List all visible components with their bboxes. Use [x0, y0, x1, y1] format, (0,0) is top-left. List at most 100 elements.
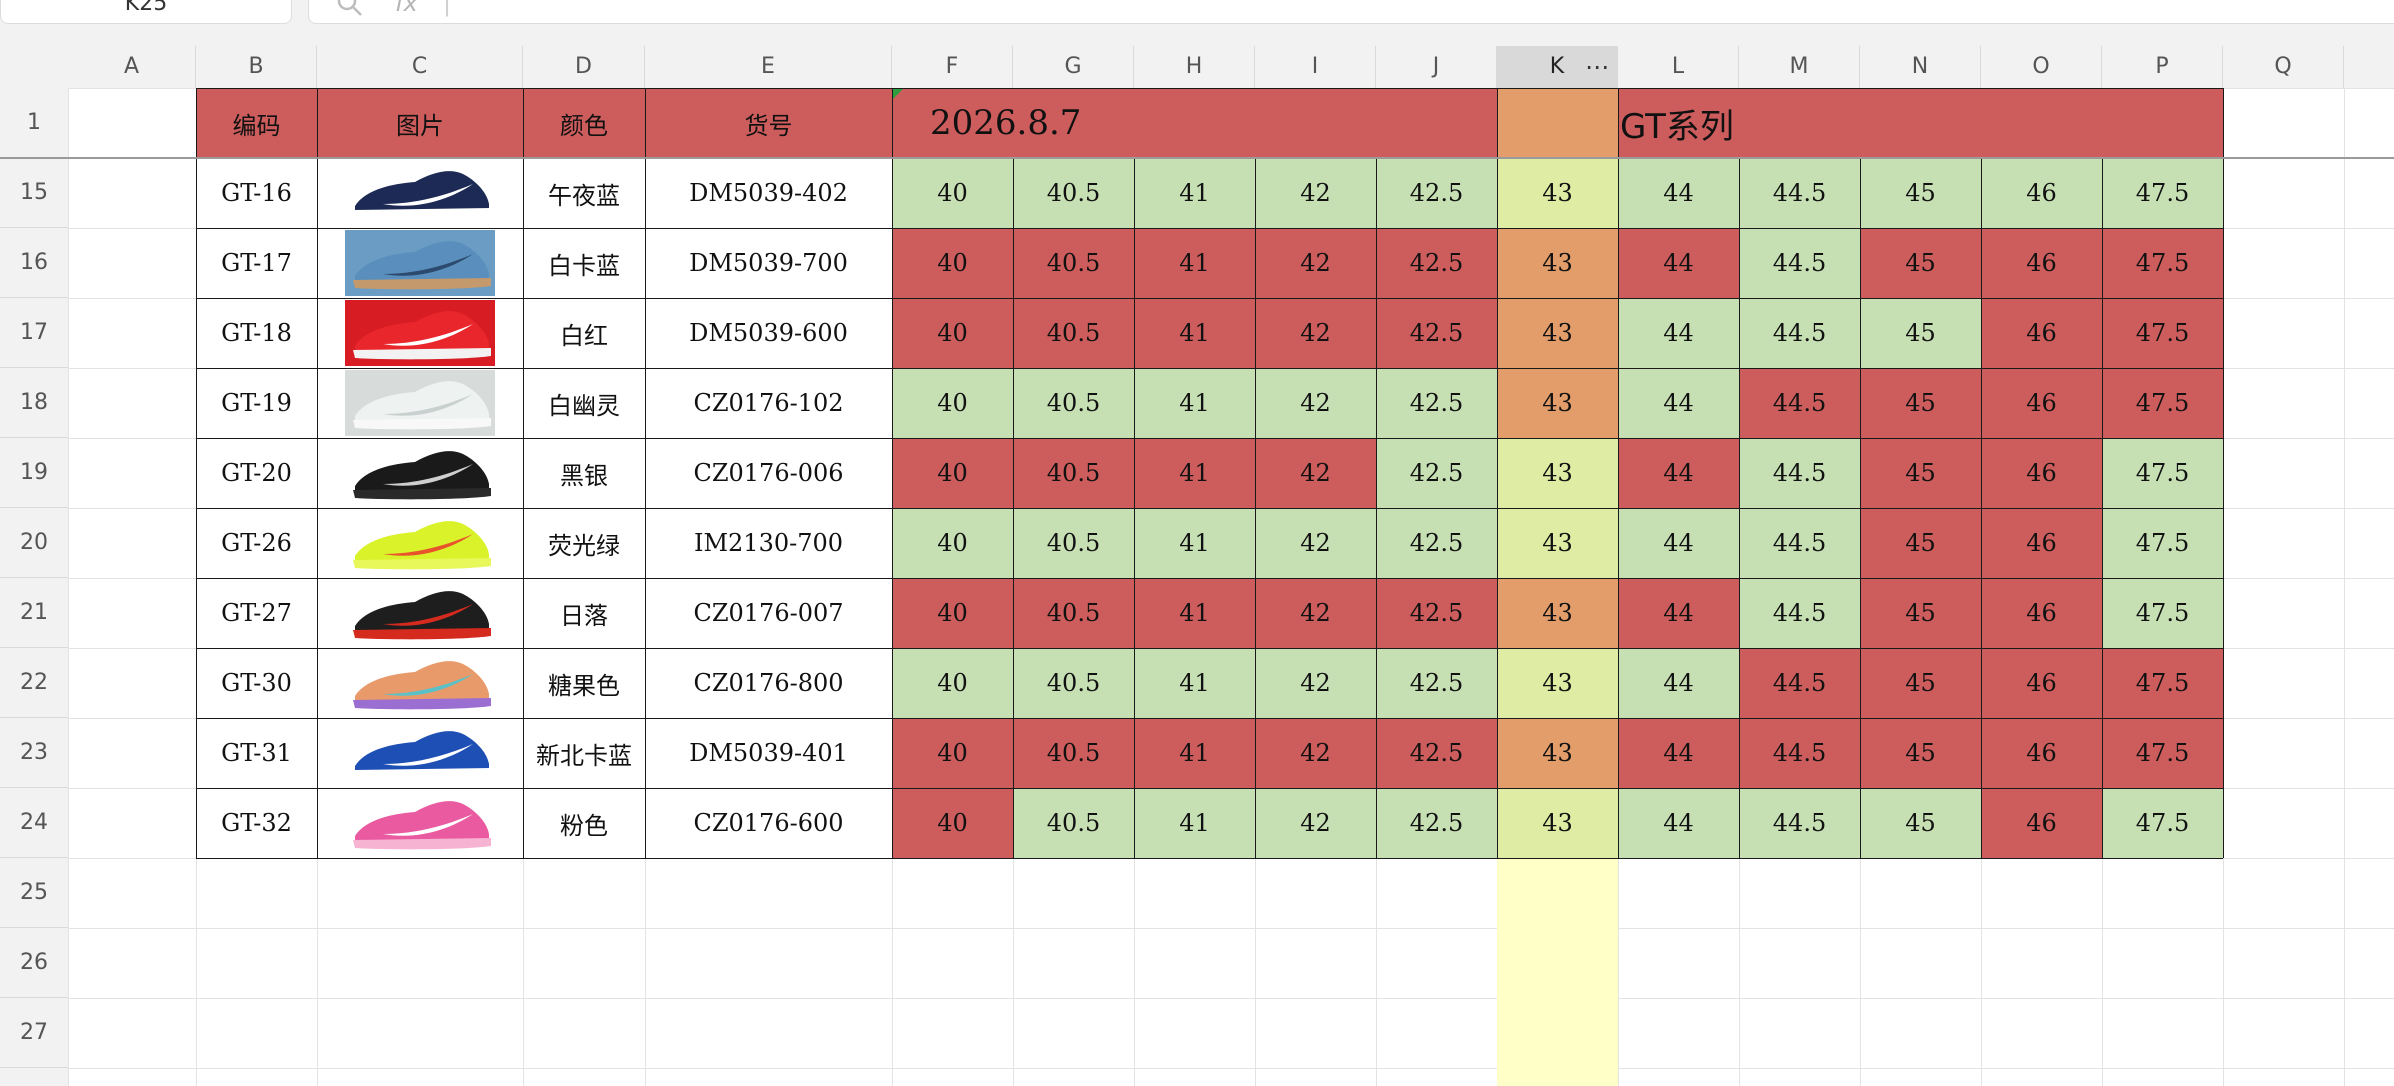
size-cell[interactable]: 40.5 [1013, 438, 1134, 508]
column-header-k[interactable]: K ⋯ [1497, 46, 1618, 88]
column-header-d[interactable]: D [523, 46, 645, 88]
size-cell[interactable]: 47.5 [2102, 788, 2223, 858]
size-cell[interactable]: 44.5 [1739, 718, 1860, 788]
size-cell[interactable]: 42.5 [1376, 228, 1497, 298]
size-cell[interactable]: 42 [1255, 438, 1376, 508]
size-cell[interactable]: 43 [1497, 648, 1618, 718]
product-code[interactable]: GT-17 [221, 249, 292, 277]
row-header-27[interactable]: 27 [0, 998, 68, 1068]
size-cell[interactable]: 45 [1860, 648, 1981, 718]
size-cell[interactable]: 42 [1255, 158, 1376, 228]
product-image-pink-shoe[interactable] [317, 788, 523, 858]
size-cell[interactable]: 40 [892, 578, 1013, 648]
column-header-c[interactable]: C [317, 46, 523, 88]
product-image-white-shoe[interactable] [317, 368, 523, 438]
size-cell[interactable]: 45 [1860, 508, 1981, 578]
size-cell[interactable]: 44 [1618, 508, 1739, 578]
header-code[interactable]: 编码 [196, 88, 317, 158]
product-sku[interactable]: CZ0176-102 [693, 389, 844, 417]
size-cell[interactable]: 40 [892, 158, 1013, 228]
size-cell[interactable]: 44.5 [1739, 648, 1860, 718]
size-cell[interactable]: 40.5 [1013, 648, 1134, 718]
size-cell[interactable]: 47.5 [2102, 578, 2223, 648]
name-box[interactable]: K25 [0, 0, 292, 24]
column-header-h[interactable]: H [1134, 46, 1255, 88]
size-cell[interactable]: 46 [1981, 718, 2102, 788]
row-header-20[interactable]: 20 [0, 508, 68, 578]
size-cell[interactable]: 43 [1497, 228, 1618, 298]
product-image-navy-white-shoe[interactable] [317, 158, 523, 228]
size-cell[interactable]: 44 [1618, 578, 1739, 648]
size-cell[interactable]: 42 [1255, 578, 1376, 648]
row-header-25[interactable]: 25 [0, 858, 68, 928]
size-cell[interactable]: 42 [1255, 228, 1376, 298]
size-cell[interactable]: 47.5 [2102, 158, 2223, 228]
size-cell[interactable]: 45 [1860, 228, 1981, 298]
size-cell[interactable]: 43 [1497, 718, 1618, 788]
row-header-22[interactable]: 22 [0, 648, 68, 718]
size-cell[interactable]: 40.5 [1013, 718, 1134, 788]
row-header-17[interactable]: 17 [0, 298, 68, 368]
size-cell[interactable]: 44.5 [1739, 788, 1860, 858]
size-cell[interactable]: 40.5 [1013, 578, 1134, 648]
size-cell[interactable]: 40.5 [1013, 298, 1134, 368]
size-cell[interactable]: 40.5 [1013, 368, 1134, 438]
fx-icon[interactable]: fx [395, 0, 418, 17]
size-cell[interactable]: 45 [1860, 158, 1981, 228]
size-cell[interactable]: 47.5 [2102, 438, 2223, 508]
size-cell[interactable]: 41 [1134, 718, 1255, 788]
column-header-a[interactable]: A [68, 46, 196, 88]
product-color[interactable]: 新北卡蓝 [536, 741, 632, 770]
product-sku[interactable]: DM5039-402 [689, 179, 848, 207]
product-sku[interactable]: DM5039-401 [689, 739, 848, 767]
size-cell[interactable]: 47.5 [2102, 228, 2223, 298]
header-series[interactable]: GT系列 [1618, 88, 2223, 158]
size-cell[interactable]: 43 [1497, 368, 1618, 438]
column-header-e[interactable]: E [645, 46, 892, 88]
product-image-red-shoe[interactable] [317, 298, 523, 368]
column-header-n[interactable]: N [1860, 46, 1981, 88]
size-cell[interactable]: 41 [1134, 648, 1255, 718]
header-image[interactable]: 图片 [317, 88, 523, 158]
column-header-l[interactable]: L [1618, 46, 1739, 88]
size-cell[interactable]: 46 [1981, 438, 2102, 508]
size-cell[interactable]: 40 [892, 298, 1013, 368]
row-header-21[interactable]: 21 [0, 578, 68, 648]
product-code[interactable]: GT-32 [221, 809, 292, 837]
size-cell[interactable]: 46 [1981, 298, 2102, 368]
size-cell[interactable]: 41 [1134, 368, 1255, 438]
column-header-g[interactable]: G [1013, 46, 1134, 88]
size-cell[interactable]: 42.5 [1376, 368, 1497, 438]
size-cell[interactable]: 46 [1981, 368, 2102, 438]
size-cell[interactable]: 45 [1860, 578, 1981, 648]
search-icon[interactable] [335, 0, 365, 25]
size-cell[interactable]: 45 [1860, 788, 1981, 858]
size-cell[interactable]: 41 [1134, 158, 1255, 228]
product-color[interactable]: 白红 [560, 321, 608, 350]
size-cell[interactable]: 45 [1860, 718, 1981, 788]
formula-bar[interactable]: fx | [308, 0, 2394, 24]
size-cell[interactable]: 44.5 [1739, 508, 1860, 578]
size-cell[interactable]: 42.5 [1376, 158, 1497, 228]
size-cell[interactable]: 41 [1134, 298, 1255, 368]
size-cell[interactable]: 47.5 [2102, 718, 2223, 788]
size-cell[interactable]: 40 [892, 508, 1013, 578]
size-cell[interactable]: 44 [1618, 368, 1739, 438]
product-color[interactable]: 粉色 [560, 811, 608, 840]
size-cell[interactable]: 43 [1497, 438, 1618, 508]
product-color[interactable]: 白卡蓝 [548, 251, 620, 280]
product-sku[interactable]: IM2130-700 [693, 529, 844, 557]
size-cell[interactable]: 42 [1255, 648, 1376, 718]
size-cell[interactable]: 43 [1497, 158, 1618, 228]
row-header-19[interactable]: 19 [0, 438, 68, 508]
product-image-black-red-shoe[interactable] [317, 578, 523, 648]
size-cell[interactable]: 43 [1497, 788, 1618, 858]
column-header-f[interactable]: F [892, 46, 1013, 88]
product-code[interactable]: GT-26 [221, 529, 292, 557]
size-cell[interactable]: 40 [892, 788, 1013, 858]
product-sku[interactable]: CZ0176-800 [693, 669, 844, 697]
size-cell[interactable]: 46 [1981, 578, 2102, 648]
row-header-23[interactable]: 23 [0, 718, 68, 788]
size-cell[interactable]: 40 [892, 228, 1013, 298]
product-color[interactable]: 白幽灵 [548, 391, 620, 420]
